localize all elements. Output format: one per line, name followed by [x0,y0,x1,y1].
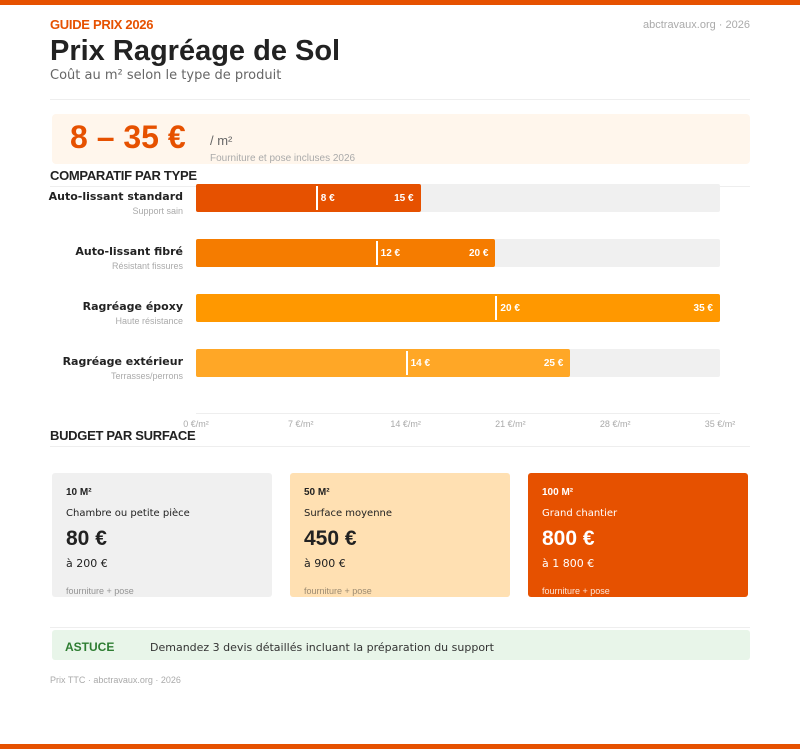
footer: Prix TTC · abctravaux.org · 2026 [50,675,181,685]
tick-label: 7 €/m² [288,419,314,429]
budget-card: 100 M² Grand chantier 800 € à 1 800 € fourni… [528,473,748,597]
card-max: à 200 € [66,557,108,570]
tip-label: ASTUCE [65,640,115,654]
tick-label: 21 €/m² [495,419,526,429]
card-price: 800 € [542,527,595,550]
divider [50,446,750,447]
max-label: 20 € [468,248,489,259]
site-label: abctravaux.org · 2026 [642,19,750,31]
divider [50,99,750,100]
tick-label: 35 €/m² [704,419,736,429]
row-sublabel: Support sain [132,206,183,216]
tip-text: Demandez 3 devis détaillés incluant la p… [150,641,494,654]
row-label: Ragréage époxy [82,300,183,313]
row-sublabel: Haute résistance [115,316,183,326]
min-marker [375,241,378,265]
price-hero [52,114,750,164]
card-max: à 1 800 € [542,557,595,570]
budget-card: 50 M² Surface moyenne 450 € à 900 € fournitu… [290,473,510,597]
bottom-accent-bar [0,744,800,749]
min-label: 14 € [410,358,431,369]
page-title: Prix Ragréage de Sol [50,35,341,67]
card-note: fourniture + pose [304,586,372,596]
price-note: Fourniture et pose incluses 2026 [210,153,356,164]
max-label: 35 € [693,303,713,314]
chart-title: COMPARATIF PAR TYPE [50,168,197,183]
card-price: 80 € [66,527,107,550]
row-label: Auto-lissant fibré [75,245,183,258]
min-label: 12 € [380,248,401,259]
page-subtitle: Coût au m² selon le type de produit [50,68,282,83]
tip-box [52,630,750,660]
tick-label: 0 €/m² [183,419,209,429]
min-label: 8 € [320,193,335,204]
row-sublabel: Terrasses/perrons [110,371,183,381]
bar-3 [196,349,571,377]
card-note: fourniture + pose [542,586,610,596]
tick-label: 28 €/m² [599,419,631,429]
card-desc: Chambre ou petite pièce [66,508,190,519]
bar-0 [196,184,421,212]
tick-label: 14 €/m² [390,419,421,429]
card-price: 450 € [304,527,357,550]
card-size: 100 M² [542,487,574,498]
top-accent-bar [0,0,800,5]
row-label: Auto-lissant standard [48,190,183,203]
price-unit: / m² [210,133,233,148]
card-note: fourniture + pose [66,586,134,596]
kicker: GUIDE PRIX 2026 [50,17,154,32]
max-label: 15 € [394,193,414,204]
bar-1 [196,239,496,267]
price-range: 8 – 35 € [70,119,186,155]
row-sublabel: Résistant fissures [111,261,183,271]
min-marker [495,296,498,320]
card-size: 10 M² [66,487,92,498]
divider [50,627,750,628]
min-marker [315,186,318,210]
min-marker [405,351,408,375]
max-label: 25 € [543,358,564,369]
budget-card: 10 M² Chambre ou petite pièce 80 € à 200 € f… [52,473,272,597]
row-label: Ragréage extérieur [62,355,183,368]
axis-line [196,413,720,414]
bar-2 [196,294,720,322]
card-desc: Grand chantier [542,508,618,519]
card-desc: Surface moyenne [304,508,393,519]
card-max: à 900 € [304,557,346,570]
card-size: 50 M² [304,487,330,498]
min-label: 20 € [500,303,520,314]
budget-title: BUDGET PAR SURFACE [50,428,196,443]
